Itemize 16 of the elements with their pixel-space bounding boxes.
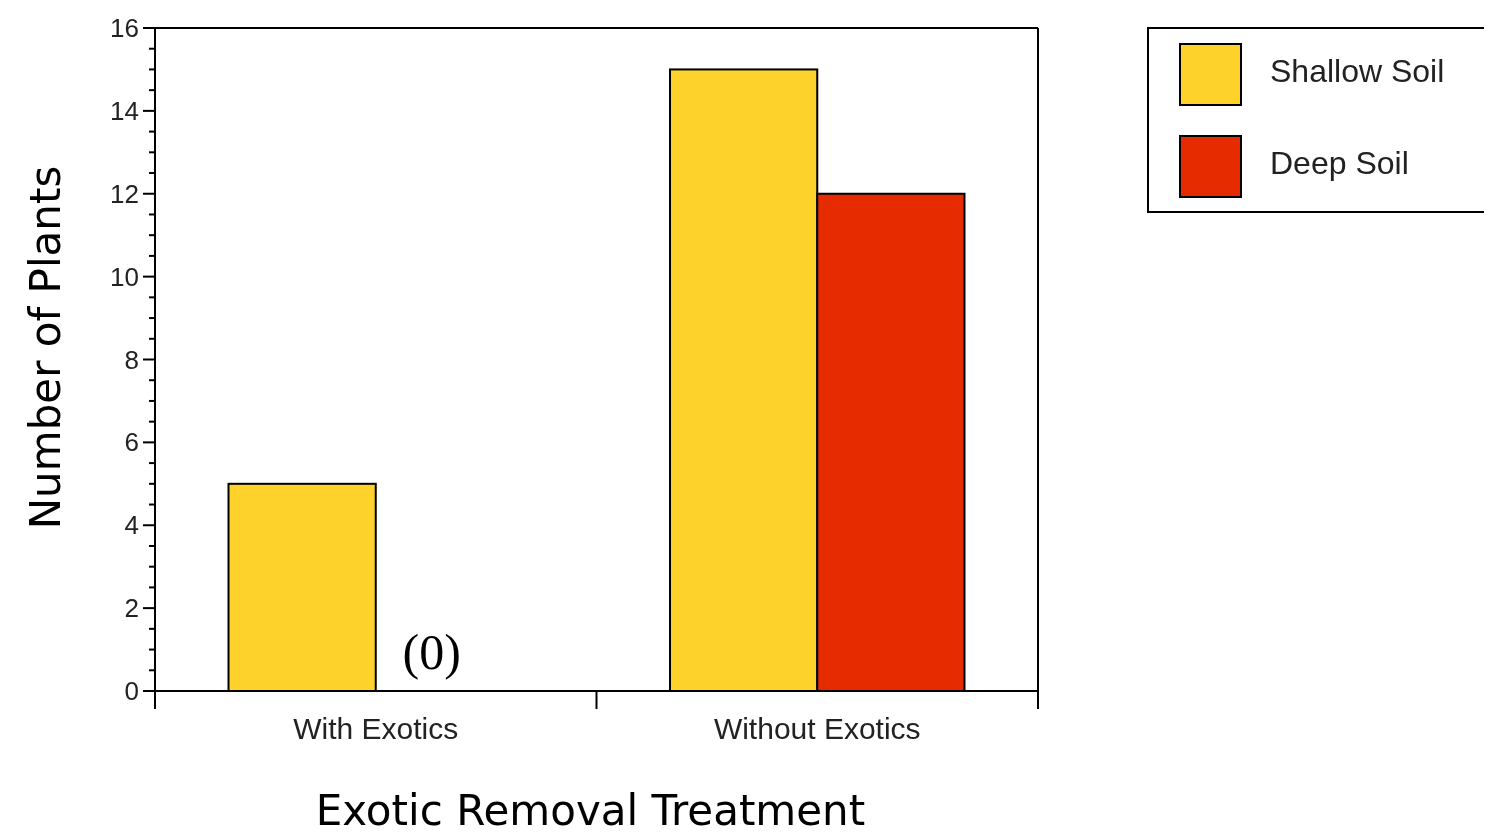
y-axis-title: Number of Plants	[21, 165, 70, 530]
y-tick-label: 6	[124, 427, 139, 458]
y-tick-label: 4	[124, 510, 139, 541]
x-tick-label: With Exotics	[293, 712, 459, 745]
y-tick-label: 0	[124, 676, 139, 706]
y-tick-label: 12	[110, 178, 139, 209]
y-tick-label: 2	[124, 593, 139, 624]
legend-label: Deep Soil	[1270, 145, 1409, 181]
y-tick-label: 8	[124, 344, 139, 375]
y-tick-label: 10	[110, 261, 139, 292]
x-tick-label: Without Exotics	[713, 712, 921, 745]
legend-label: Shallow Soil	[1270, 53, 1445, 89]
x-axis-title: Exotic Removal Treatment	[315, 786, 866, 833]
y-tick-label: 16	[110, 13, 139, 43]
y-tick-label: 14	[110, 95, 139, 126]
annotation: (0)	[402, 624, 461, 680]
